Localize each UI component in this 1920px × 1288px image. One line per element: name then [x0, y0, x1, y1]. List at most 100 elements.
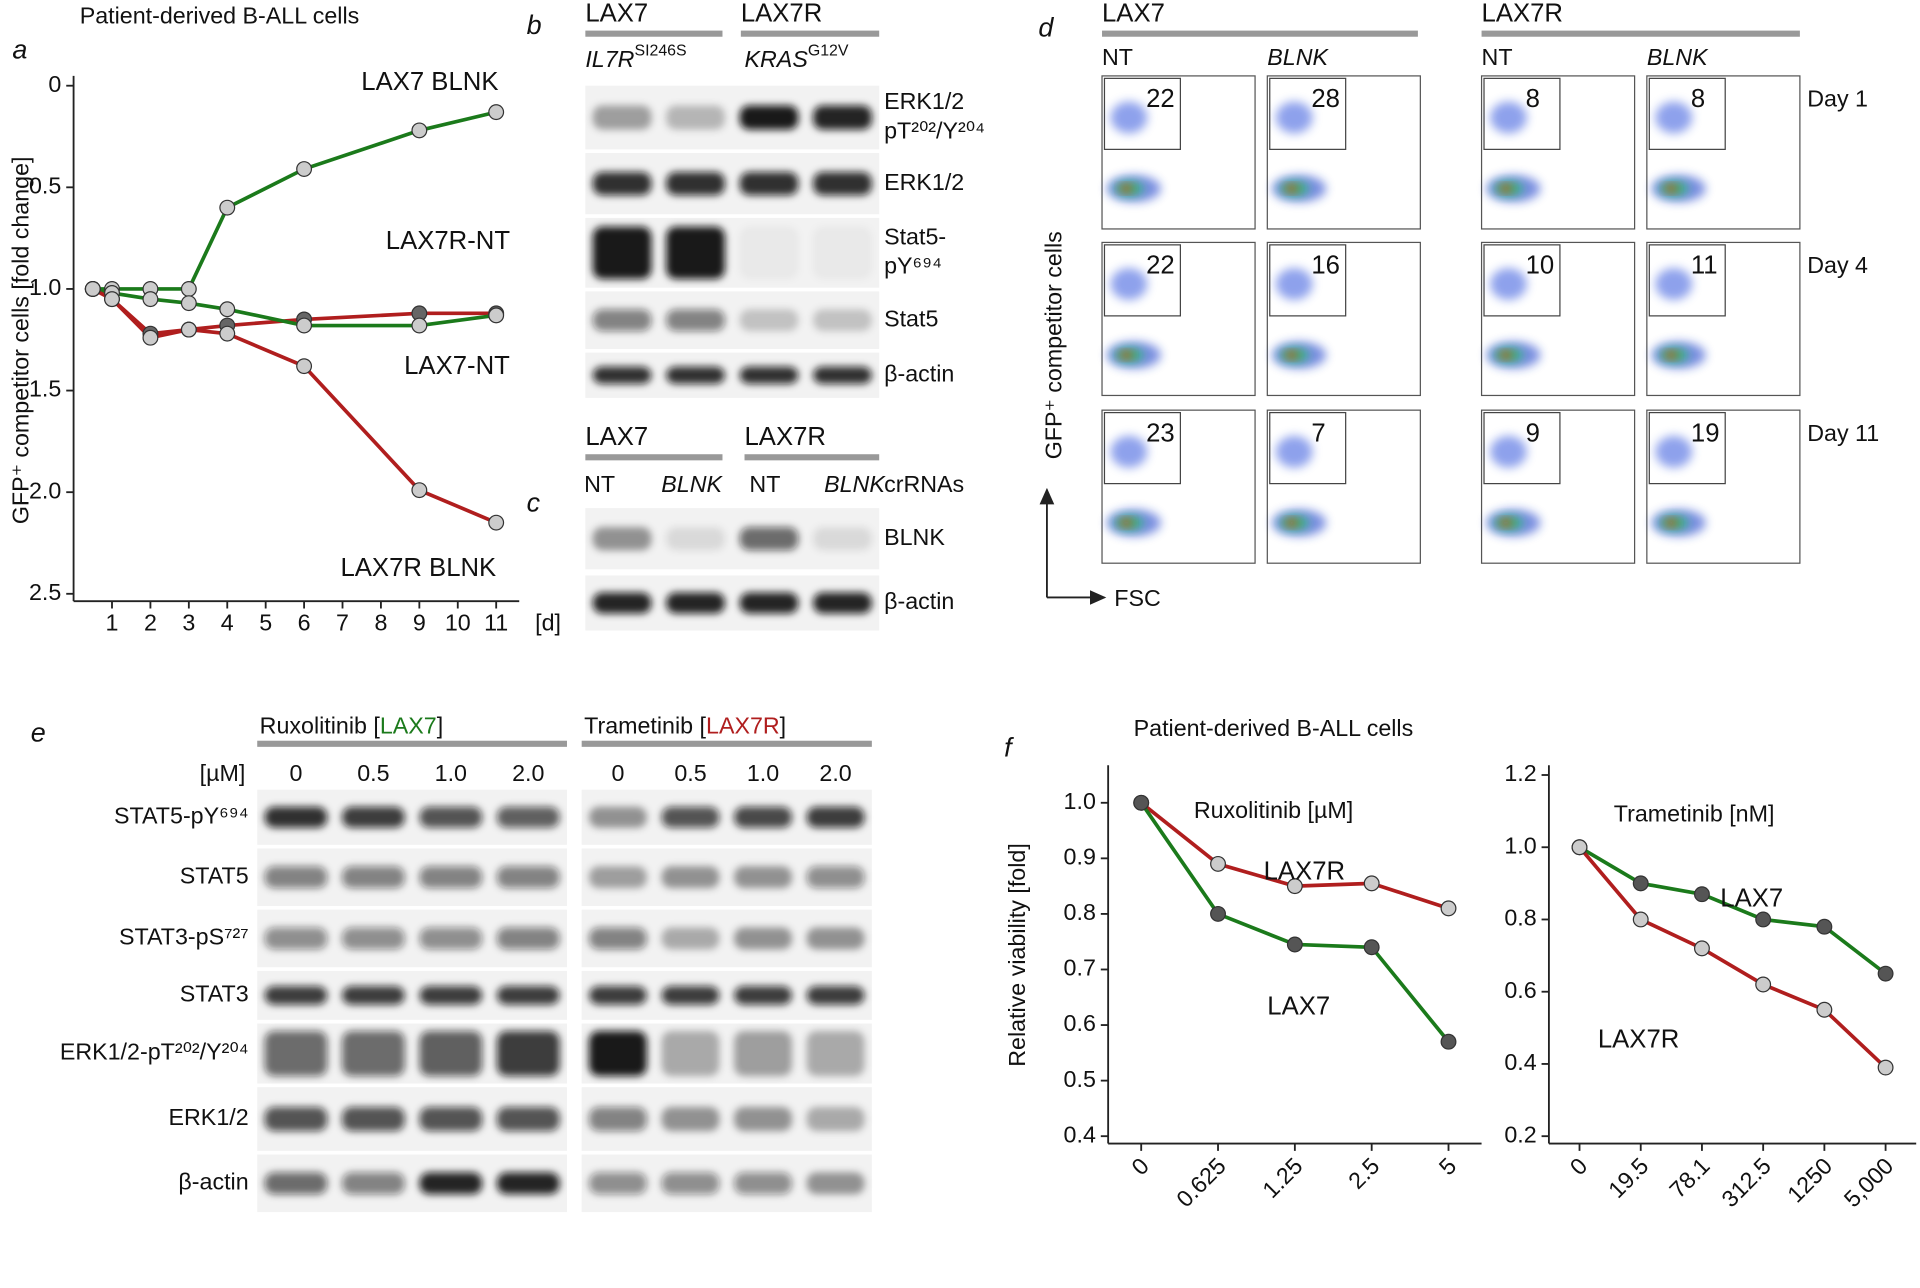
flow-plot [1646, 409, 1801, 564]
y-tick-label: 1.0 [1504, 832, 1536, 858]
lane-note: crRNAs [884, 471, 964, 497]
lane-label: BLNK [661, 471, 723, 497]
cell-cluster [1285, 351, 1298, 359]
group-bar [581, 740, 872, 747]
flow-plot [1480, 75, 1636, 230]
y-tick-label: 0.4 [1064, 1121, 1096, 1147]
cell-cluster [1655, 101, 1693, 134]
flow-gate [1483, 77, 1561, 150]
data-point [219, 199, 236, 216]
blot-band [739, 172, 799, 196]
blot-band [589, 1031, 647, 1077]
blot-band [342, 1106, 405, 1132]
blot-band [592, 105, 652, 130]
panel-letter: c [527, 488, 541, 518]
blot-band [666, 592, 725, 614]
blot-band [734, 927, 792, 950]
x-tick-label: 2 [144, 610, 157, 636]
panel-letter: f [1004, 732, 1014, 762]
x-tick-label: 1 [106, 610, 119, 636]
data-point [1210, 905, 1226, 922]
blot-band [734, 1031, 792, 1077]
x-tick-label: 1.25 [1257, 1153, 1307, 1203]
data-point [180, 280, 197, 297]
data-point [1286, 878, 1303, 895]
cell-cluster [1490, 268, 1527, 300]
x-tick-label: 19.5 [1603, 1153, 1653, 1203]
x-tick-label: 312.5 [1716, 1153, 1776, 1213]
gene: IL7R [585, 46, 634, 72]
blot-label: ERK1/2 [884, 88, 964, 114]
flow-gate [1648, 77, 1726, 150]
blot-band [589, 927, 647, 950]
genotype: IL7RSI246S [585, 43, 686, 73]
gate-percentage: 10 [1526, 252, 1555, 280]
data-point [1877, 1059, 1894, 1076]
series-label: LAX7R BLNK [340, 554, 496, 582]
flow-gate [1103, 244, 1181, 317]
data-point [1755, 976, 1772, 993]
y-tick-label: 1.0 [29, 274, 61, 300]
blot-band [661, 1031, 720, 1077]
blot-band [419, 1172, 483, 1195]
data-point [1440, 1033, 1457, 1050]
gate-percentage: 7 [1311, 419, 1325, 447]
cell-cluster [1120, 184, 1133, 193]
cell-cluster [1499, 351, 1513, 359]
group-label: LAX7 [585, 423, 648, 451]
y-tick-label: 2.5 [29, 579, 61, 605]
cell-cluster [1655, 435, 1693, 468]
blot-band [666, 172, 725, 196]
blot-band [264, 1106, 328, 1132]
blot-band [496, 866, 560, 889]
y-tick-label: 1.5 [29, 376, 61, 402]
blot-band [806, 1031, 865, 1077]
cell-cluster [1490, 101, 1527, 134]
lane-label: NT [749, 471, 780, 497]
blot-band [813, 105, 872, 130]
blot-band [813, 366, 872, 384]
y-tick-label: 1.2 [1504, 760, 1536, 786]
blot-band [496, 806, 560, 828]
lane-label: NT [1482, 44, 1513, 70]
group-bar [744, 454, 880, 461]
day-label: Day 11 [1807, 420, 1879, 446]
data-point [488, 104, 505, 121]
blot-band [734, 1106, 792, 1132]
blot-band [264, 1172, 328, 1195]
lane-label: NT [584, 471, 615, 497]
data-point [411, 317, 428, 334]
blot-band [589, 806, 647, 828]
x-tick-label: 3 [182, 610, 195, 636]
blot-band [592, 366, 652, 384]
x-axis-label: [d] [535, 610, 561, 636]
flow-plot [1480, 241, 1636, 397]
blot-band [342, 986, 405, 1005]
blot-band [592, 309, 652, 332]
blot-band [813, 527, 872, 551]
data-point [219, 325, 236, 342]
data-point [1816, 918, 1833, 935]
flow-gate [1269, 77, 1347, 150]
x-tick-label: 0.625 [1171, 1153, 1231, 1213]
concentration: 0.5 [357, 760, 389, 786]
cell-cluster [1275, 435, 1313, 468]
blot-band [496, 1031, 560, 1077]
cell-cluster [1120, 351, 1133, 359]
panel-letter: d [1038, 12, 1054, 42]
x-tick-label: 11 [484, 610, 508, 636]
x-tick-label: 5 [259, 610, 272, 636]
data-point [1571, 839, 1588, 856]
blot-label: pY⁶⁹⁴ [884, 253, 942, 279]
blot-band [661, 986, 720, 1005]
y-axis-label: Relative viability [fold] [1004, 843, 1030, 1067]
cell-cluster [1490, 435, 1527, 468]
blot-band [806, 986, 865, 1005]
y-axis-label: GFP⁺ competitor cells [1041, 231, 1067, 459]
y-tick-label: 0.9 [1064, 843, 1096, 869]
y-tick-label: 0.2 [1504, 1121, 1536, 1147]
group-bar [257, 740, 567, 747]
gate-percentage: 8 [1526, 85, 1540, 113]
flow-plot [1101, 75, 1256, 230]
